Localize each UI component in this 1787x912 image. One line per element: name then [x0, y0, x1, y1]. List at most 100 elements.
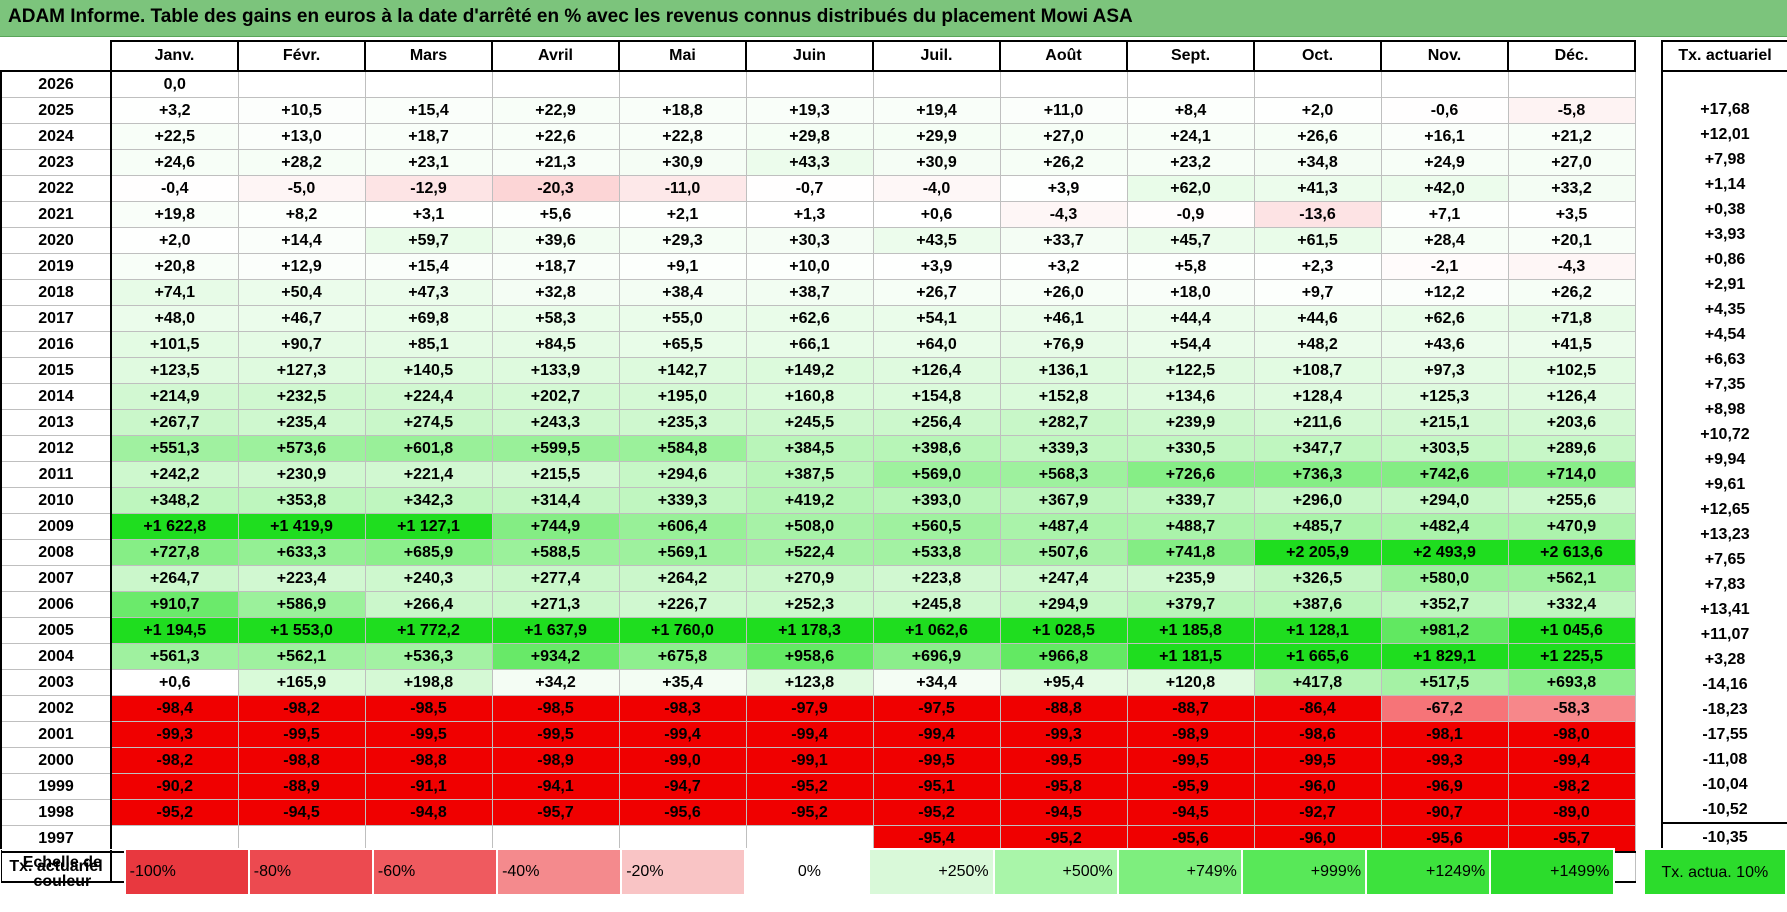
value-cell: +10,0 [745, 253, 874, 280]
value-cell: +3,9 [872, 253, 1001, 280]
table-row: 2004 +561,3 +562,1 +536,3 +934,2 +675,8 +958,6… [0, 643, 1636, 670]
value-cell: +9,1 [618, 253, 747, 280]
value-cell: +1,3 [745, 201, 874, 228]
year-cell: 1998 [0, 799, 112, 826]
tx-value-cell: +7,98 [1661, 147, 1787, 172]
value-cell: -88,7 [1126, 695, 1255, 722]
value-cell: -98,2 [1507, 773, 1636, 800]
value-cell: -97,9 [745, 695, 874, 722]
value-cell: +13,0 [237, 123, 366, 150]
value-cell [237, 825, 366, 853]
value-cell: +235,9 [1126, 565, 1255, 592]
table-row: 2023 +24,6 +28,2 +23,1 +21,3 +30,9 +43,3 +30,9 +… [0, 149, 1636, 176]
legend-tx-swatch: Tx. actua. 10% [1642, 848, 1787, 896]
value-cell: +714,0 [1507, 461, 1636, 488]
value-cell: -96,9 [1380, 773, 1509, 800]
tx-value-cell: +11,07 [1661, 622, 1787, 647]
tx-value-cell: +9,94 [1661, 447, 1787, 472]
value-cell: +26,6 [1253, 123, 1382, 150]
table-row: 2012 +551,3 +573,6 +601,8 +599,5 +584,8 +384,5… [0, 435, 1636, 462]
value-cell: +102,5 [1507, 357, 1636, 384]
year-cell: 2019 [0, 253, 112, 280]
value-cell: +1 127,1 [364, 513, 493, 540]
year-cell: 2026 [0, 70, 112, 98]
value-cell [745, 70, 874, 98]
value-cell: +38,4 [618, 279, 747, 306]
value-cell: +243,3 [491, 409, 620, 436]
table-row: 2015 +123,5 +127,3 +140,5 +133,9 +142,7 +149,2… [0, 357, 1636, 384]
value-cell: -98,3 [618, 695, 747, 722]
value-cell: +97,3 [1380, 357, 1509, 384]
value-cell: +487,4 [999, 513, 1128, 540]
legend-label: Echelle de couleur [0, 848, 126, 896]
value-cell: -91,1 [364, 773, 493, 800]
value-cell: +142,7 [618, 357, 747, 384]
value-cell: +387,6 [1253, 591, 1382, 618]
tx-value-cell: -10,52 [1661, 797, 1787, 823]
value-cell: -94,7 [618, 773, 747, 800]
value-cell: -86,4 [1253, 695, 1382, 722]
value-cell: +26,0 [999, 279, 1128, 306]
value-cell: +339,7 [1126, 487, 1255, 514]
value-cell: +43,3 [745, 149, 874, 176]
value-cell: +34,2 [491, 669, 620, 696]
tx-value-cell [1661, 71, 1787, 97]
value-cell: +910,7 [110, 591, 239, 618]
value-cell: +3,5 [1507, 201, 1636, 228]
value-cell: -99,5 [1126, 747, 1255, 774]
value-cell: +33,7 [999, 227, 1128, 254]
value-cell: +101,5 [110, 331, 239, 358]
value-cell [872, 70, 1001, 98]
value-cell: -96,0 [1253, 825, 1382, 853]
value-cell: +1 829,1 [1380, 643, 1509, 670]
value-cell: +1 225,5 [1507, 643, 1636, 670]
year-cell: 2007 [0, 565, 112, 592]
year-cell: 2015 [0, 357, 112, 384]
value-cell: +84,5 [491, 331, 620, 358]
month-header: Sept. [1126, 40, 1255, 72]
value-cell: -94,5 [999, 799, 1128, 826]
month-header: Août [999, 40, 1128, 72]
value-cell: +551,3 [110, 435, 239, 462]
value-cell: +235,4 [237, 409, 366, 436]
value-cell: +128,4 [1253, 383, 1382, 410]
value-cell: +47,3 [364, 279, 493, 306]
value-cell: +12,2 [1380, 279, 1509, 306]
value-cell: +245,8 [872, 591, 1001, 618]
value-cell [491, 825, 620, 853]
value-cell [999, 70, 1128, 98]
year-cell: 2014 [0, 383, 112, 410]
value-cell: +584,8 [618, 435, 747, 462]
value-cell: +165,9 [237, 669, 366, 696]
value-cell: +633,3 [237, 539, 366, 566]
value-cell: +20,1 [1507, 227, 1636, 254]
value-cell: -95,2 [745, 799, 874, 826]
month-header: Janv. [110, 40, 239, 72]
value-cell [237, 70, 366, 98]
value-cell: +0,6 [110, 669, 239, 696]
legend-swatch: 0% [744, 848, 871, 896]
value-cell [491, 70, 620, 98]
value-cell: -20,3 [491, 175, 620, 202]
value-cell: +675,8 [618, 643, 747, 670]
value-cell: -94,1 [491, 773, 620, 800]
tx-actuariel-table: Tx. actuariel +17,68 +12,01 +7,98 +1,14 +0,3… [1661, 40, 1787, 854]
value-cell: -99,1 [745, 747, 874, 774]
year-cell: 2011 [0, 461, 112, 488]
value-cell: -99,4 [745, 721, 874, 748]
value-cell: +126,4 [872, 357, 1001, 384]
value-cell: +508,0 [745, 513, 874, 540]
value-cell: +95,4 [999, 669, 1128, 696]
value-cell: +45,7 [1126, 227, 1255, 254]
value-cell: +1 028,5 [999, 617, 1128, 644]
value-cell: -99,5 [872, 747, 1001, 774]
value-cell: +294,0 [1380, 487, 1509, 514]
tx-value-cell: -10,04 [1661, 772, 1787, 797]
value-cell: +342,3 [364, 487, 493, 514]
value-cell: +46,7 [237, 305, 366, 332]
legend-swatch: +500% [992, 848, 1119, 896]
value-cell: -99,5 [999, 747, 1128, 774]
value-cell: -98,2 [110, 747, 239, 774]
value-cell: +18,7 [364, 123, 493, 150]
value-cell: +573,6 [237, 435, 366, 462]
